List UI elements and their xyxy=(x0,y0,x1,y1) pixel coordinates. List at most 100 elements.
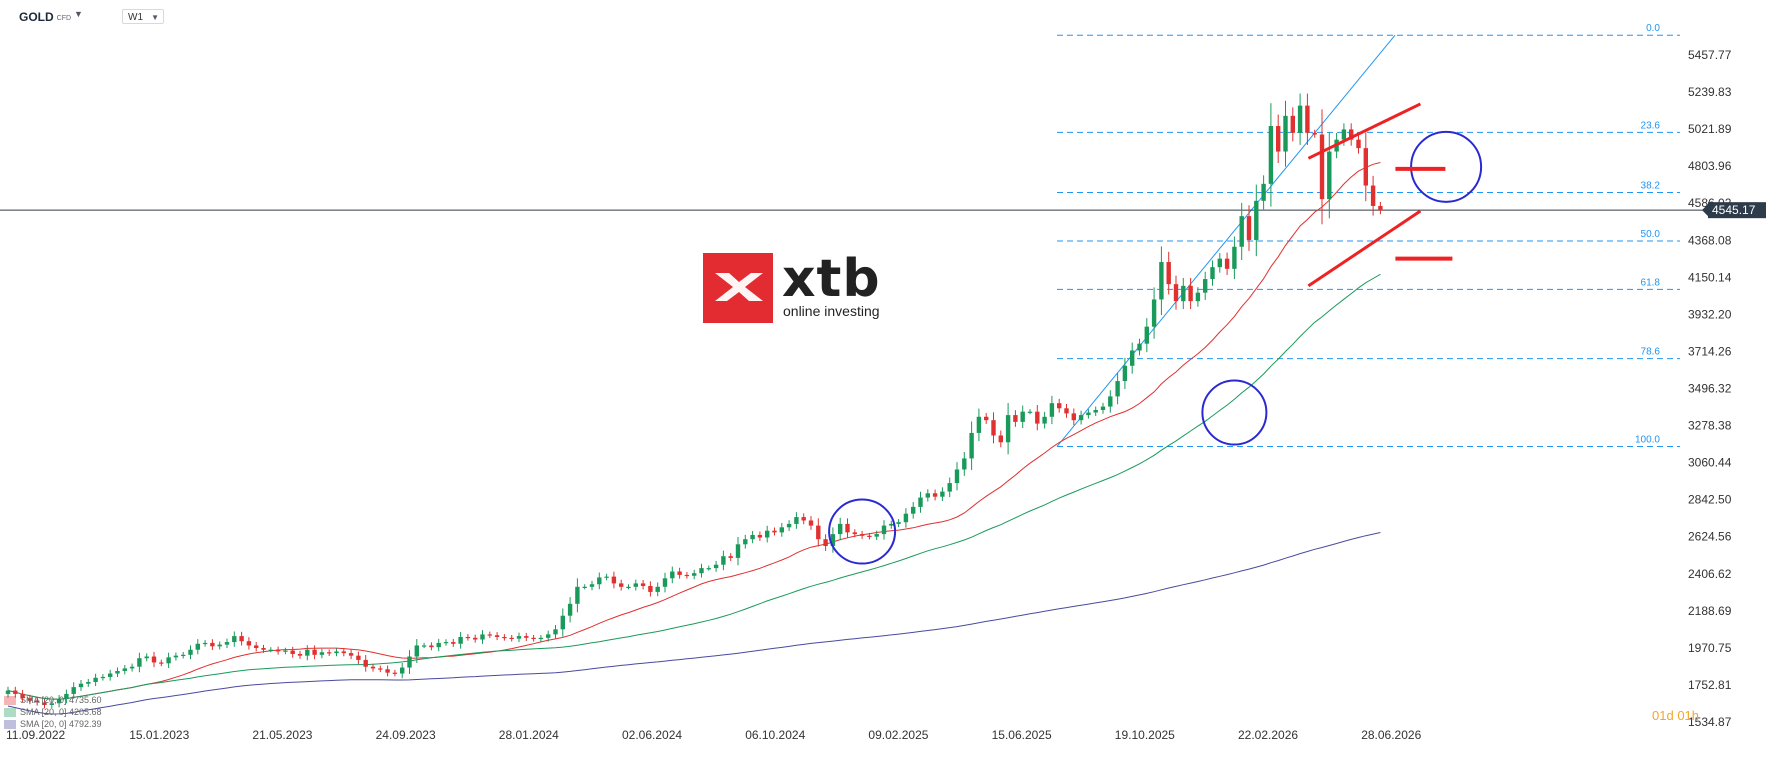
candle-body xyxy=(903,513,909,523)
legend-item[interactable]: SMA [20, 0] 4792.39 xyxy=(4,718,102,730)
candle-body xyxy=(115,670,120,674)
candle-body xyxy=(319,652,325,655)
candle-body xyxy=(750,534,755,540)
candle-body xyxy=(1159,262,1164,300)
candle-body xyxy=(684,574,690,577)
candle-body xyxy=(677,571,682,575)
candle-body xyxy=(984,416,989,421)
chart-toolbar: GOLD CFD ▼ W1 ▼ xyxy=(0,0,700,34)
candle-body xyxy=(816,525,821,540)
y-tick-label: 1970.75 xyxy=(1688,641,1732,655)
candle-body xyxy=(100,676,106,679)
candle-body xyxy=(597,577,602,585)
timeframe-select[interactable]: W1 ▼ xyxy=(122,9,164,24)
candle-body xyxy=(881,525,887,535)
candle-body xyxy=(363,659,368,667)
candle-body xyxy=(706,568,711,570)
candle-body xyxy=(451,642,456,644)
candle-body xyxy=(1268,126,1274,184)
candle-body xyxy=(502,636,507,639)
candle-body xyxy=(1093,409,1098,413)
candle-body xyxy=(188,649,193,655)
candle-body xyxy=(341,651,346,654)
candle-body xyxy=(407,656,412,668)
candle-body xyxy=(867,535,872,537)
candle-body xyxy=(830,534,836,546)
logo-subtitle: online investing xyxy=(783,303,880,319)
symbol-tag: CFD xyxy=(56,15,72,22)
candle-body xyxy=(348,653,354,656)
y-tick-label: 3496.32 xyxy=(1688,382,1732,396)
candle-body xyxy=(465,636,471,639)
candle-body xyxy=(1100,406,1106,410)
candle-body xyxy=(137,658,142,667)
candle-body xyxy=(1327,151,1332,200)
candle-body xyxy=(648,585,653,592)
candle-body xyxy=(1246,216,1252,240)
candle-body xyxy=(713,564,719,569)
price-axis: 5457.775239.835021.894803.964586.024368.… xyxy=(1688,48,1766,729)
symbol-name: GOLD xyxy=(19,10,54,24)
legend-item[interactable]: SMA [20, 0] 4205.68 xyxy=(4,706,102,718)
candle-body xyxy=(1027,411,1033,413)
candle-body xyxy=(1005,415,1011,443)
candle-body xyxy=(1020,411,1025,422)
candle-body xyxy=(604,576,609,578)
candle-body xyxy=(473,637,478,640)
candle-body xyxy=(772,530,777,533)
candle-body xyxy=(268,649,273,651)
x-tick-label: 11.09.2022 xyxy=(6,728,65,742)
candle-body xyxy=(1305,105,1310,133)
timer-days-unit: d xyxy=(1666,708,1674,723)
y-tick-label: 2842.50 xyxy=(1688,493,1732,507)
candle-body xyxy=(633,583,638,587)
x-tick-label: 15.06.2025 xyxy=(992,728,1052,742)
candle-body xyxy=(71,687,76,694)
current-price-label: 4545.17 xyxy=(1712,203,1756,217)
candle-body xyxy=(1173,284,1179,302)
annotations xyxy=(828,102,1483,565)
x-tick-label: 19.10.2025 xyxy=(1115,728,1175,742)
candle-body xyxy=(1078,415,1084,421)
candle-body xyxy=(721,556,726,565)
candle-body xyxy=(86,682,91,684)
candle-body xyxy=(334,651,339,654)
legend-label: SMA [20, 0] 4205.68 xyxy=(20,707,102,717)
candle-body xyxy=(567,603,573,616)
symbol-selector[interactable]: GOLD CFD xyxy=(19,10,71,24)
sma-green-line xyxy=(7,273,1381,700)
candle-body xyxy=(122,668,127,671)
candle-body xyxy=(640,583,646,586)
x-tick-label: 06.10.2024 xyxy=(745,728,805,742)
candle-body xyxy=(801,517,806,521)
candle-body xyxy=(1210,267,1215,280)
candle-body xyxy=(509,637,514,640)
legend-item[interactable]: SMA [20, 0] 4735.60 xyxy=(4,694,102,706)
candle-body xyxy=(524,636,529,638)
candle-body xyxy=(290,650,295,654)
candle-body xyxy=(779,527,784,533)
candle-body xyxy=(1261,183,1266,201)
candle-body xyxy=(297,653,303,656)
candle-body xyxy=(217,644,222,647)
pattern-lower-line xyxy=(1307,209,1422,288)
fibonacci-retracement: 0.0 23.6 38.2 50.0 61.8 78.6 100.0 xyxy=(0,23,1710,448)
candle-body xyxy=(327,652,332,654)
candle-body xyxy=(582,586,587,589)
chevron-down-icon[interactable]: ▼ xyxy=(74,9,83,19)
y-tick-label: 3714.26 xyxy=(1688,344,1732,358)
candle-body xyxy=(765,530,770,538)
candle-body xyxy=(838,523,843,535)
fib-level-label: 78.6 xyxy=(1641,347,1661,358)
candle-body xyxy=(874,534,879,537)
candle-body xyxy=(480,634,485,640)
candle-body xyxy=(1232,246,1237,269)
candle-body xyxy=(1195,292,1201,302)
fib-level-label: 50.0 xyxy=(1641,229,1661,240)
candle-body xyxy=(1071,413,1076,421)
candle-body xyxy=(1064,408,1069,414)
candle-body xyxy=(794,517,799,524)
candle-body xyxy=(283,650,288,652)
candle-body xyxy=(202,642,208,645)
